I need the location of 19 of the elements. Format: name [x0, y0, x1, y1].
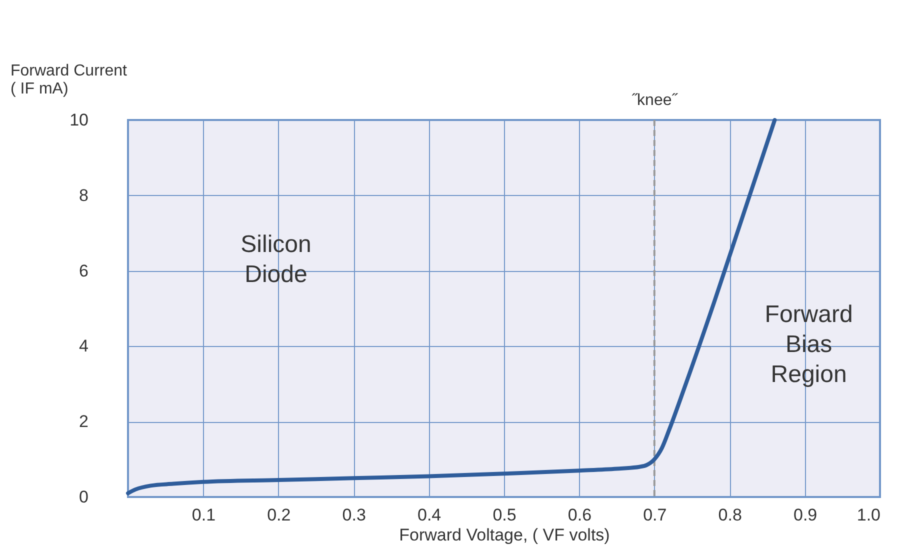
x-tick-label: 0.1	[192, 506, 216, 524]
y-tick-label: 10	[70, 110, 88, 130]
x-tick-label: 0.3	[342, 506, 366, 524]
x-tick-label: 1.0	[856, 506, 880, 524]
x-tick-label: 0.9	[793, 506, 818, 524]
y-tick-label: 8	[79, 186, 88, 205]
x-tick-label: 0.7	[643, 506, 667, 524]
y-tick-label: 0	[79, 488, 88, 506]
y-tick-label: 2	[79, 412, 88, 432]
ref-line-label: ˝knee˝	[632, 92, 679, 109]
y-axis-title: Forward Current ( IF mA)	[10, 62, 128, 98]
x-tick-label: 0.6	[568, 506, 592, 524]
y-tick-label: 6	[79, 261, 88, 280]
x-axis-title: Forward Voltage, ( VF volts)	[399, 526, 610, 544]
x-tick-label: 0.4	[417, 506, 442, 524]
x-tick-label: 0.2	[267, 506, 291, 524]
x-tick-label: 0.8	[718, 506, 742, 524]
x-tick-label: 0.5	[492, 506, 516, 524]
y-tick-label: 4	[79, 336, 88, 356]
